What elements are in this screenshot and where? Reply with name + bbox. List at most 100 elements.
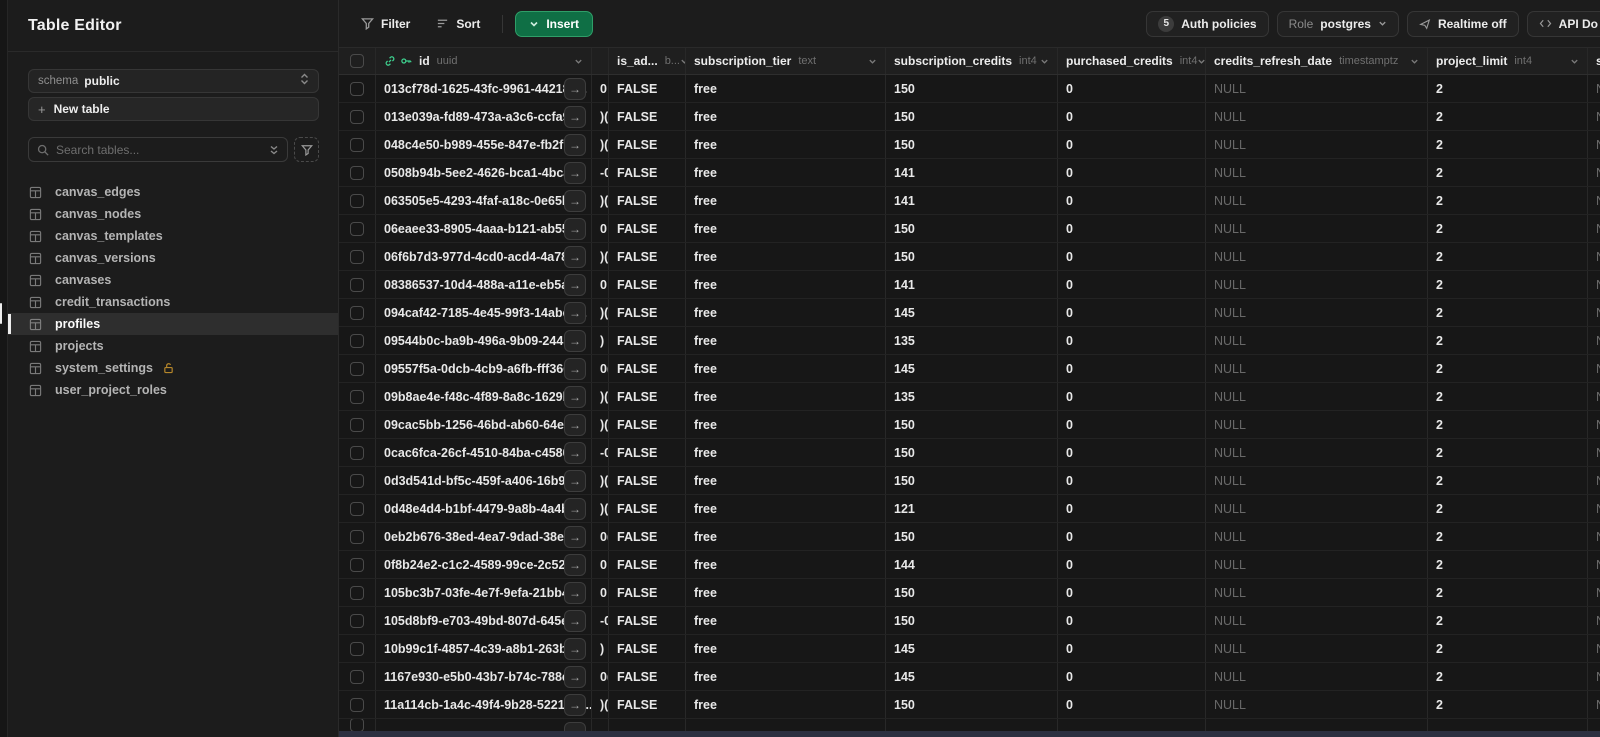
cell-credits_refresh_date[interactable]: NULL [1206, 131, 1428, 158]
sidebar-item-canvases[interactable]: canvases [8, 269, 338, 291]
cell-clip[interactable]: )( [592, 383, 609, 410]
cell-subscription_tier[interactable]: free [686, 579, 886, 606]
cell-credits_refresh_date[interactable]: NULL [1206, 607, 1428, 634]
cell-subscription_tier[interactable] [686, 719, 886, 731]
row-checkbox[interactable] [350, 333, 364, 348]
cell-clip[interactable] [592, 719, 609, 731]
cell-project_limit[interactable]: 2 [1428, 215, 1588, 242]
cell-su[interactable]: NU [1588, 187, 1600, 214]
cell-project_limit[interactable]: 2 [1428, 383, 1588, 410]
cell-is_admin[interactable]: FALSE [609, 607, 686, 634]
cell-subscription_credits[interactable]: 141 [886, 159, 1058, 186]
cell-subscription_tier[interactable]: free [686, 691, 886, 718]
cell-project_limit[interactable]: 2 [1428, 467, 1588, 494]
cell-su[interactable]: NU [1588, 523, 1600, 550]
cell-su[interactable]: NU [1588, 131, 1600, 158]
cell-su[interactable]: NU [1588, 75, 1600, 102]
expand-row-button[interactable]: → [564, 358, 586, 380]
cell-purchased_credits[interactable]: 0 [1058, 635, 1206, 662]
cell-credits_refresh_date[interactable]: NULL [1206, 159, 1428, 186]
sidebar-item-projects[interactable]: projects [8, 335, 338, 357]
cell-project_limit[interactable]: 2 [1428, 131, 1588, 158]
search-tables-input[interactable]: Search tables... [28, 137, 288, 162]
cell-subscription_tier[interactable]: free [686, 355, 886, 382]
cell-credits_refresh_date[interactable]: NULL [1206, 299, 1428, 326]
cell-clip[interactable]: ) [592, 327, 609, 354]
cell-project_limit[interactable]: 2 [1428, 495, 1588, 522]
cell-is_admin[interactable]: FALSE [609, 131, 686, 158]
row-checkbox[interactable] [350, 719, 364, 731]
cell-project_limit[interactable]: 2 [1428, 327, 1588, 354]
expand-row-button[interactable]: → [564, 442, 586, 464]
auth-policies-button[interactable]: 5 Auth policies [1146, 10, 1269, 37]
cell-project_limit[interactable]: 2 [1428, 103, 1588, 130]
column-header-subscription_tier[interactable]: subscription_tier text [686, 48, 886, 74]
cell-project_limit[interactable]: 2 [1428, 243, 1588, 270]
cell-is_admin[interactable]: FALSE [609, 411, 686, 438]
cell-project_limit[interactable]: 2 [1428, 411, 1588, 438]
cell-subscription_tier[interactable]: free [686, 383, 886, 410]
sidebar-item-canvas_nodes[interactable]: canvas_nodes [8, 203, 338, 225]
cell-subscription_credits[interactable]: 150 [886, 131, 1058, 158]
cell-is_admin[interactable]: FALSE [609, 551, 686, 578]
row-checkbox[interactable] [350, 669, 364, 684]
cell-id[interactable]: 0cac6fca-26cf-4510-84ba-c4580... → [376, 439, 592, 466]
cell-subscription_tier[interactable]: free [686, 635, 886, 662]
cell-id[interactable]: 048c4e50-b989-455e-847e-fb2f... → [376, 131, 592, 158]
filter-button[interactable]: Filter [351, 11, 420, 37]
cell-su[interactable]: NU [1588, 579, 1600, 606]
cell-subscription_credits[interactable]: 150 [886, 691, 1058, 718]
cell-id[interactable]: 11a114cb-1a4c-49f4-9b28-52219ec... → [376, 691, 592, 718]
cell-is_admin[interactable]: FALSE [609, 243, 686, 270]
cell-subscription_credits[interactable]: 135 [886, 383, 1058, 410]
expand-row-button[interactable]: → [564, 386, 586, 408]
cell-credits_refresh_date[interactable]: NULL [1206, 467, 1428, 494]
expand-row-button[interactable]: → [564, 134, 586, 156]
cell-su[interactable]: NU [1588, 607, 1600, 634]
cell-su[interactable]: NU [1588, 215, 1600, 242]
sidebar-item-credit_transactions[interactable]: credit_transactions [8, 291, 338, 313]
expand-row-button[interactable]: → [564, 722, 586, 731]
expand-row-button[interactable]: → [564, 638, 586, 660]
cell-purchased_credits[interactable]: 0 [1058, 243, 1206, 270]
cell-is_admin[interactable]: FALSE [609, 691, 686, 718]
cell-credits_refresh_date[interactable]: NULL [1206, 635, 1428, 662]
cell-project_limit[interactable]: 2 [1428, 635, 1588, 662]
cell-credits_refresh_date[interactable]: NULL [1206, 411, 1428, 438]
cell-is_admin[interactable]: FALSE [609, 215, 686, 242]
cell-subscription_tier[interactable]: free [686, 551, 886, 578]
cell-is_admin[interactable]: FALSE [609, 75, 686, 102]
expand-row-button[interactable]: → [564, 190, 586, 212]
cell-id[interactable]: → [376, 719, 592, 731]
column-header-purchased_credits[interactable]: purchased_credits int4 [1058, 48, 1206, 74]
row-checkbox[interactable] [350, 54, 364, 68]
cell-is_admin[interactable]: FALSE [609, 495, 686, 522]
cell-clip[interactable]: 0 [592, 579, 609, 606]
cell-credits_refresh_date[interactable]: NULL [1206, 75, 1428, 102]
row-checkbox[interactable] [350, 165, 364, 180]
cell-subscription_credits[interactable]: 145 [886, 635, 1058, 662]
cell-subscription_credits[interactable]: 150 [886, 439, 1058, 466]
cell-credits_refresh_date[interactable]: NULL [1206, 523, 1428, 550]
cell-subscription_tier[interactable]: free [686, 327, 886, 354]
row-checkbox[interactable] [350, 417, 364, 432]
cell-su[interactable]: NU [1588, 439, 1600, 466]
cell-su[interactable]: NU [1588, 663, 1600, 690]
row-checkbox[interactable] [350, 613, 364, 628]
cell-subscription_credits[interactable]: 150 [886, 215, 1058, 242]
cell-purchased_credits[interactable]: 0 [1058, 355, 1206, 382]
row-checkbox[interactable] [350, 697, 364, 712]
cell-id[interactable]: 0eb2b676-38ed-4ea7-9dad-38e6... → [376, 523, 592, 550]
cell-clip[interactable]: 0 [592, 75, 609, 102]
expand-row-button[interactable]: → [564, 246, 586, 268]
cell-purchased_credits[interactable]: 0 [1058, 103, 1206, 130]
cell-id[interactable]: 105d8bf9-e703-49bd-807d-645e... → [376, 607, 592, 634]
row-checkbox[interactable] [350, 249, 364, 264]
cell-su[interactable]: NU [1588, 495, 1600, 522]
row-checkbox[interactable] [350, 277, 364, 292]
cell-subscription_credits[interactable]: 150 [886, 607, 1058, 634]
column-header-is_admin[interactable]: is_ad... b... [609, 48, 686, 74]
realtime-toggle-button[interactable]: Realtime off [1406, 10, 1519, 37]
cell-clip[interactable]: )( [592, 187, 609, 214]
cell-su[interactable]: NU [1588, 159, 1600, 186]
